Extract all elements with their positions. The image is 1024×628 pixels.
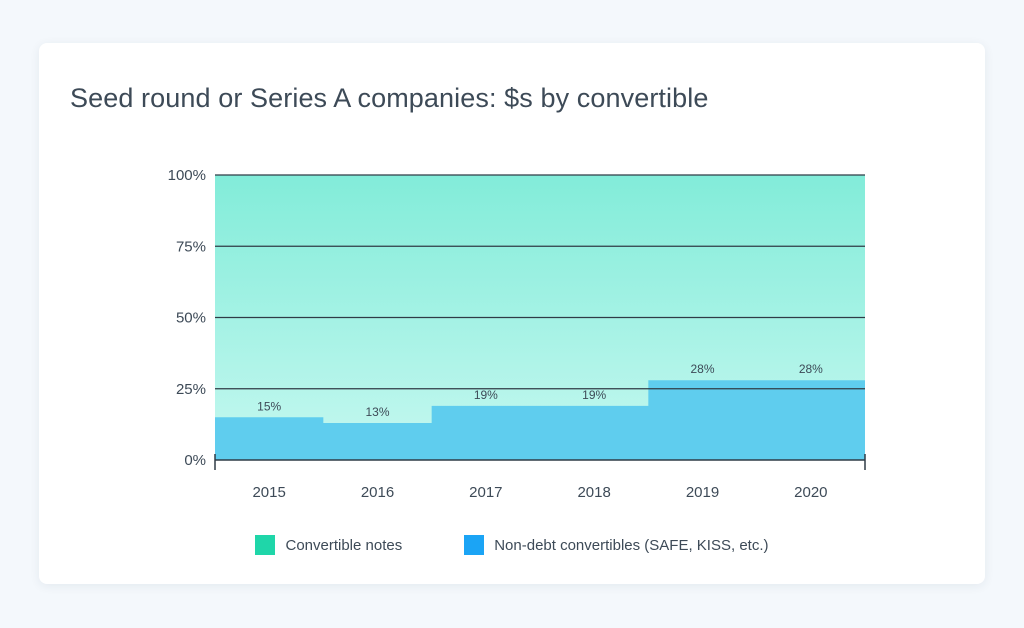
convertible-notes-swatch (255, 535, 276, 555)
legend: Convertible notes Non-debt convertibles … (39, 535, 985, 555)
data-labels: 15% 13% 19% 19% 28% 28% (257, 362, 823, 419)
data-label: 28% (690, 362, 714, 376)
legend-item-non-debt-convertibles: Non-debt convertibles (SAFE, KISS, etc.) (464, 535, 769, 555)
data-label: 15% (257, 399, 281, 413)
data-label: 13% (365, 405, 389, 419)
data-label: 19% (474, 388, 498, 402)
y-tick-label: 25% (176, 381, 206, 398)
legend-label: Non-debt convertibles (SAFE, KISS, etc.) (494, 536, 769, 554)
x-axis-tick-labels: 2015 2016 2017 2018 2019 2020 (252, 484, 827, 501)
chart-title: Seed round or Series A companies: $s by … (70, 83, 709, 113)
y-tick-label: 0% (184, 452, 206, 469)
stacked-step-area-chart: 0% 25% 50% 75% 100% 2015 2016 2017 2018 2019 2020… (168, 167, 866, 501)
x-tick-label: 2016 (361, 484, 394, 501)
y-tick-label: 75% (176, 238, 206, 255)
gridlines (215, 174, 865, 390)
y-tick-label: 100% (168, 167, 206, 184)
x-tick-label: 2019 (686, 484, 719, 501)
y-axis-tick-labels: 0% 25% 50% 75% 100% (168, 167, 206, 469)
x-tick-label: 2015 (252, 484, 285, 501)
legend-label: Convertible notes (285, 536, 403, 554)
non-debt-convertibles-swatch (464, 535, 485, 555)
chart-card: Seed round or Series A companies: $s by … (39, 43, 985, 584)
data-label: 19% (582, 388, 606, 402)
legend-item-convertible-notes: Convertible notes (255, 535, 402, 555)
x-tick-label: 2017 (469, 484, 502, 501)
x-axis (214, 454, 866, 470)
x-tick-label: 2018 (577, 484, 610, 501)
non-debt-convertibles-area (215, 380, 865, 460)
x-tick-label: 2020 (794, 484, 827, 501)
y-tick-label: 50% (176, 310, 206, 327)
data-label: 28% (799, 362, 823, 376)
